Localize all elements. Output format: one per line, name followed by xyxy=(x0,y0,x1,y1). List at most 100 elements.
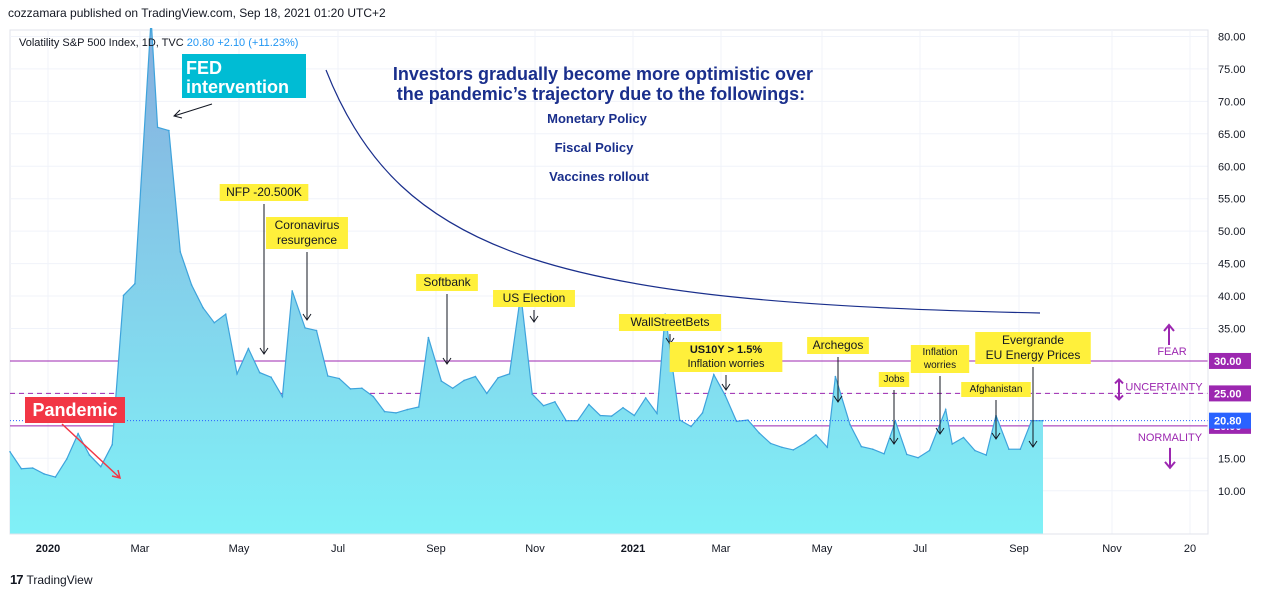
data-point xyxy=(395,412,397,414)
data-point xyxy=(134,282,136,285)
data-point xyxy=(849,423,851,426)
event-label-text: US Election xyxy=(503,291,566,305)
fed-arrow-icon xyxy=(173,103,213,119)
price-tick-label: 75.00 xyxy=(1218,64,1246,76)
last-price-tag xyxy=(1209,412,1251,429)
updown-arrow-icon xyxy=(1114,377,1124,401)
event-label-text: NFP -20.500K xyxy=(226,185,302,199)
event-label-text: Archegos xyxy=(813,338,864,352)
price-tick-label: 80.00 xyxy=(1218,31,1246,43)
time-tick-label: Nov xyxy=(525,543,545,555)
price-tick-label: 70.00 xyxy=(1218,96,1246,108)
time-tick-label: 2021 xyxy=(621,543,645,555)
event-label-text: Evergrande xyxy=(1002,333,1064,347)
data-point xyxy=(179,251,182,253)
event-4: WallStreetBets xyxy=(618,314,722,345)
symbol-legend[interactable]: Volatility S&P 500 Index, 1D, TVC 20.80 … xyxy=(19,37,298,49)
bullet-0: Monetary Policy xyxy=(547,111,647,126)
data-point xyxy=(962,436,965,439)
data-point xyxy=(349,388,352,390)
event-label-text: Jobs xyxy=(883,374,904,385)
price-tick-label: 55.00 xyxy=(1218,194,1246,206)
data-point xyxy=(88,454,91,456)
data-point xyxy=(944,408,947,411)
arrow-head-icon xyxy=(259,347,269,355)
event-6: Archegos xyxy=(807,337,869,403)
price-axis[interactable]: 85.0080.0075.0070.0065.0060.0055.0050.00… xyxy=(1207,28,1251,534)
event-3: US Election xyxy=(493,290,575,323)
data-point xyxy=(815,434,817,436)
arrow-head-icon xyxy=(721,383,731,391)
data-point xyxy=(871,448,874,451)
symbol-name: Volatility S&P 500 Index, 1D, TVC xyxy=(19,37,187,49)
pandemic-arrow-icon xyxy=(61,423,122,480)
event-label-bg xyxy=(618,314,722,331)
arrow-head-icon xyxy=(442,357,452,365)
data-point xyxy=(508,373,511,375)
event-label-text: Coronavirus xyxy=(275,218,340,232)
bullet-2: Vaccines rollout xyxy=(549,169,649,184)
event-label-bg xyxy=(961,382,1031,397)
data-point xyxy=(542,404,545,407)
level-price-label: 25.00 xyxy=(1214,388,1242,400)
data-point xyxy=(690,425,692,428)
event-label-bg xyxy=(266,217,348,249)
time-tick-label: Sep xyxy=(426,543,446,555)
price-line xyxy=(9,28,1043,478)
data-point xyxy=(792,449,795,451)
event-label-text: US10Y > 1.5% xyxy=(690,344,762,356)
data-point xyxy=(599,414,602,417)
brand-label: TradingView xyxy=(26,572,93,587)
data-point xyxy=(883,453,885,455)
data-point xyxy=(236,373,238,375)
data-point xyxy=(43,473,45,475)
data-point xyxy=(440,380,443,382)
vix-chart[interactable]: FEAR UNCERTAINTY NORMALITY Investors gradu… xyxy=(0,28,1280,588)
fed-label-bg xyxy=(182,54,306,98)
data-point xyxy=(531,393,533,395)
event-label-text: resurgence xyxy=(277,233,337,247)
pandemic-label: Pandemic xyxy=(32,400,117,420)
price-tick-label: 15.00 xyxy=(1218,453,1246,465)
last-price-label: 20.80 xyxy=(1214,416,1242,428)
price-tick-label: 65.00 xyxy=(1218,129,1246,141)
symbol-last: 20.80 xyxy=(187,37,218,49)
data-point xyxy=(951,443,953,445)
data-point xyxy=(20,467,23,470)
data-point xyxy=(202,306,204,309)
time-axis[interactable]: 2020 Mar May Jul Sep Nov 2021 Mar May Jul Sep Nov 20 xyxy=(10,533,1208,555)
level-price-tag xyxy=(1209,352,1251,369)
data-point xyxy=(1019,448,1022,451)
event-label-bg xyxy=(493,290,575,307)
data-point xyxy=(724,394,726,397)
tradingview-footer[interactable]: 17 TradingView xyxy=(10,572,93,587)
level-label-normality: NORMALITY xyxy=(1138,432,1203,444)
down-arrow-icon xyxy=(1164,447,1176,470)
price-tick-label: 45.00 xyxy=(1218,259,1246,271)
data-point xyxy=(497,377,499,379)
fed-label-line-1: FED xyxy=(186,58,222,78)
time-tick-label: Mar xyxy=(712,543,731,555)
data-point xyxy=(111,443,113,446)
time-tick-label: 2020 xyxy=(36,543,60,555)
data-point xyxy=(258,371,261,374)
headline-line-1: Investors gradually become more optimist… xyxy=(393,64,813,84)
data-point xyxy=(906,453,908,456)
data-point xyxy=(190,284,193,286)
event-label-bg xyxy=(219,184,309,201)
symbol-legend-text[interactable]: Volatility S&P 500 Index, 1D, TVC 20.80 … xyxy=(19,37,298,49)
arrow-head-icon xyxy=(833,395,843,403)
data-point xyxy=(826,446,829,449)
data-point xyxy=(1030,419,1033,422)
data-point xyxy=(769,442,772,445)
event-label-bg xyxy=(416,274,478,291)
symbol-change: +2.10 (+11.23%) xyxy=(217,37,298,49)
price-tick-label: 40.00 xyxy=(1218,291,1246,303)
price-tick-label: 50.00 xyxy=(1218,226,1246,238)
event-label-text: Softbank xyxy=(423,275,471,289)
data-point xyxy=(304,327,306,329)
data-point xyxy=(474,375,477,378)
data-point xyxy=(463,379,465,382)
arrow-head-icon xyxy=(991,432,1001,440)
